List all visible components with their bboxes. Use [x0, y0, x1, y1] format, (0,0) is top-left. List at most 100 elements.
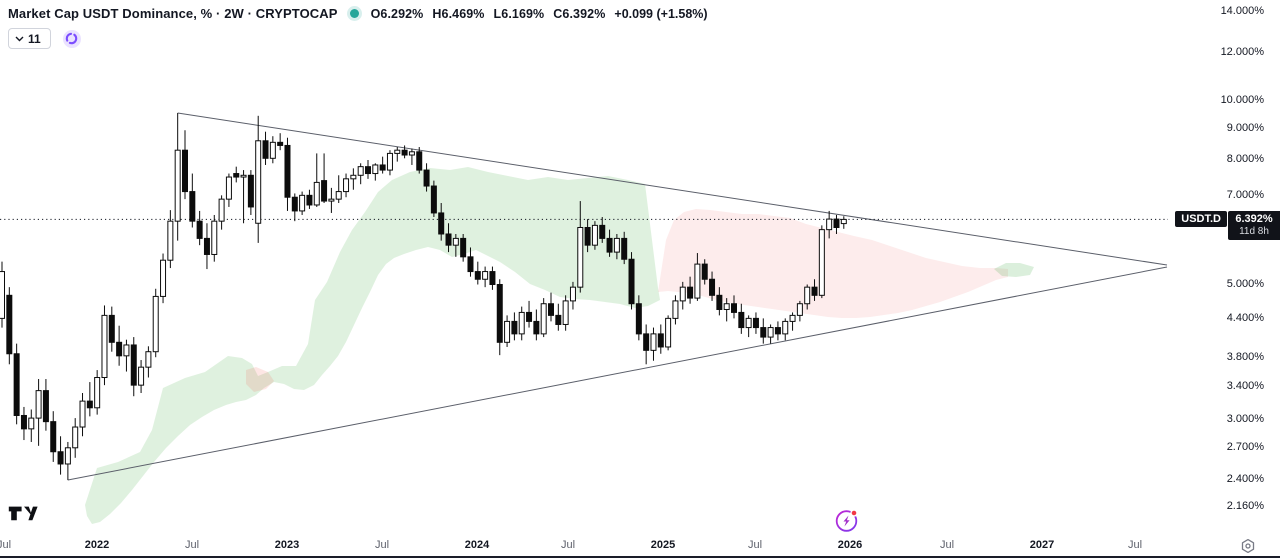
candle-body: [0, 271, 5, 319]
candle-body: [94, 377, 101, 409]
legend-toolbar: 11: [8, 28, 81, 49]
candle-body: [650, 333, 657, 351]
candle-body: [562, 300, 569, 325]
candle-body: [145, 351, 152, 368]
candle-body: [50, 421, 57, 453]
candle-body: [767, 327, 774, 338]
candle-body: [840, 218, 847, 225]
candle-body: [72, 426, 79, 449]
candle-body: [160, 259, 167, 297]
candle-body: [225, 176, 232, 200]
price-tick-label: 9.000%: [1226, 122, 1264, 135]
candle-body: [496, 283, 503, 343]
candle-body: [86, 400, 93, 409]
low-value: L6.169%: [493, 6, 545, 21]
candle-body: [569, 286, 576, 302]
candle-body: [247, 174, 254, 208]
candle-body: [591, 224, 598, 246]
last-price-value: 6.392%: [1235, 213, 1273, 226]
candle-body: [343, 178, 350, 193]
candle-body: [211, 220, 218, 255]
candle-body: [694, 263, 701, 299]
candle-body: [284, 144, 291, 198]
candle-body: [804, 286, 811, 305]
circular-arrows-icon: [65, 32, 78, 45]
candle-body: [628, 258, 635, 305]
lightning-badge-button[interactable]: [833, 507, 860, 534]
candle-body: [20, 414, 27, 430]
candle-body: [533, 320, 540, 335]
candle-body: [460, 237, 467, 258]
symbol-price-label: USDT.D: [1175, 211, 1227, 228]
scale-settings-gear-icon[interactable]: [1240, 538, 1256, 554]
price-tick-label: 14.000%: [1220, 5, 1264, 18]
time-tick-label: Jul: [184, 539, 200, 551]
candle-body: [826, 218, 833, 231]
candle-body: [269, 141, 276, 159]
candle-body: [489, 271, 496, 285]
price-scale[interactable]: 14.000% 12.000% 10.000% 9.000% 8.000% 7.000% 5…: [1168, 0, 1280, 535]
candle-body: [731, 303, 737, 313]
window-bottom-border: [0, 556, 1280, 558]
candle-body: [555, 314, 562, 325]
candle-body: [64, 447, 71, 465]
candle-body: [635, 303, 642, 335]
candle-body: [716, 294, 723, 310]
legend-count: 11: [28, 31, 41, 46]
price-tick-label: 2.400%: [1226, 472, 1264, 485]
candle-body: [672, 300, 679, 319]
change-value: +0.099 (+1.58%): [614, 6, 708, 21]
candle-body: [350, 174, 357, 180]
time-tick-label: Jul: [1127, 539, 1143, 551]
trendline-upper-descending[interactable]: [177, 112, 1168, 266]
candle-body: [796, 303, 803, 316]
candle-body: [416, 151, 423, 171]
candle-body: [482, 271, 489, 280]
candle-body: [299, 194, 306, 212]
price-tick-label: 3.400%: [1226, 380, 1264, 393]
candle-body: [291, 196, 298, 212]
time-scale[interactable]: Jul 2022 Jul 2023 Jul 2024 Jul 2025 Jul 2026 Jul 20…: [0, 535, 1280, 557]
candle-body: [6, 294, 13, 355]
bar-countdown: 11d 8h: [1239, 226, 1269, 238]
candle-body: [643, 333, 650, 351]
price-tick-label: 8.000%: [1226, 153, 1264, 166]
time-tick-label: Jul: [747, 539, 763, 551]
candle-body: [474, 271, 481, 280]
candle-body: [430, 185, 437, 214]
time-tick-label: Jul: [560, 539, 576, 551]
candle-body: [452, 237, 459, 246]
legend-collapse-button[interactable]: 11: [8, 28, 51, 49]
candle-body: [182, 149, 188, 193]
trendline-lower-ascending[interactable]: [67, 266, 1168, 481]
market-status-icon[interactable]: [349, 9, 359, 18]
candle-body: [116, 341, 123, 357]
price-tick-label: 2.700%: [1226, 441, 1264, 454]
candle-body: [379, 164, 386, 171]
candle-body: [789, 314, 796, 322]
candle-body: [394, 149, 401, 154]
candle-body: [13, 353, 20, 416]
candle-body: [445, 233, 452, 246]
candle-body: [218, 198, 225, 222]
candle-body: [152, 295, 159, 353]
candle-body: [328, 198, 335, 202]
candle-body: [774, 327, 781, 335]
candle-body: [79, 400, 86, 428]
price-tick-label: 5.000%: [1226, 277, 1264, 290]
indicator-icon[interactable]: [62, 29, 81, 48]
tradingview-logo[interactable]: [8, 502, 40, 524]
symbol-title[interactable]: Market Cap USDT Dominance, % · 2W · CRYP…: [8, 6, 338, 21]
candle-body: [752, 317, 759, 329]
candle-body: [701, 263, 708, 280]
open-value: O6.292%: [370, 6, 424, 21]
candle-body: [203, 237, 210, 255]
candle-body: [335, 191, 342, 200]
candle-body: [313, 181, 320, 206]
candle-body: [511, 320, 518, 335]
candle-body: [548, 303, 554, 316]
candle-body: [599, 224, 606, 239]
candle-body: [518, 311, 525, 335]
